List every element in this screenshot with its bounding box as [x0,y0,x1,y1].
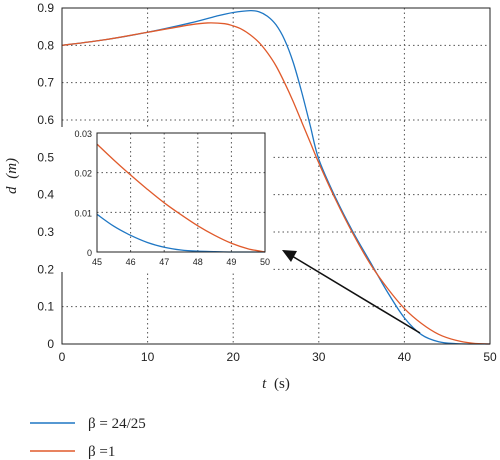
inset-y-tick-label: 0.01 [74,208,92,218]
main-x-tick-label: 0 [59,350,66,364]
main-x-tick-label: 50 [483,350,497,364]
main-y-tick-label: 0.4 [37,188,54,202]
main-series-line-2 [61,22,491,345]
main-y-tick-label: 0.2 [37,262,54,276]
inset-x-tick-label: 50 [260,257,270,267]
legend: β = 24/25 β =1 [30,416,146,460]
zoom-arrow [282,250,421,334]
inset-x-tick-label: 48 [193,257,203,267]
main-x-tick-label: 40 [398,350,412,364]
y-axis-unit: (m) [4,158,20,179]
main-y-tick-label: 0 [47,337,54,351]
main-series-line-1 [61,9,491,345]
inset-x-tick-label: 49 [226,257,236,267]
inset-x-tick-label: 45 [92,257,102,267]
y-axis-variable: d [4,186,20,194]
inset-y-tick-label: 0.02 [74,169,92,179]
inset-grid [97,133,265,252]
main-y-tick-label: 0.1 [37,300,54,314]
inset-x-tick-label: 46 [126,257,136,267]
legend-label-2: β =1 [88,444,115,460]
main-series [61,9,491,345]
main-x-tick-label: 20 [227,350,241,364]
inset-series-line-2 [96,143,266,253]
x-axis-label: t (s) [262,376,290,392]
legend-label-1: β = 24/25 [88,416,146,432]
main-x-tick-label: 10 [141,350,155,364]
inset-background [61,127,273,272]
main-grid [62,8,490,344]
main-y-tick-label: 0.9 [37,1,54,15]
inset-x-tick-label: 47 [159,257,169,267]
y-axis-label: d (m) [4,158,20,194]
inset-y-tick-label: 0 [87,248,92,258]
inset-frame [96,132,266,253]
zoom-arrow-head [282,250,297,262]
main-y-tick-label: 0.5 [37,150,54,164]
main-x-tick-label: 30 [312,350,326,364]
inset-y-tick-label: 0.03 [74,129,92,139]
main-y-tick-label: 0.8 [37,38,54,52]
inset-ticks: 45 46 47 48 49 50 0 0.01 0.02 0.03 [74,129,270,267]
main-y-tick-label: 0.6 [37,113,54,127]
zoom-arrow-line [291,255,421,334]
x-axis-unit: (s) [274,376,290,392]
main-y-tick-label: 0.7 [37,76,54,90]
inset-zoom-panel: 45 46 47 48 49 50 0 0.01 0.02 0.03 [61,127,273,272]
x-axis-variable: t [262,376,267,392]
main-ticks: 0 10 20 30 40 50 0 0.1 0.2 0.3 0.4 0.5 0.6 0.7 0.8 0.9 [37,1,497,364]
main-y-tick-label: 0.3 [37,225,54,239]
